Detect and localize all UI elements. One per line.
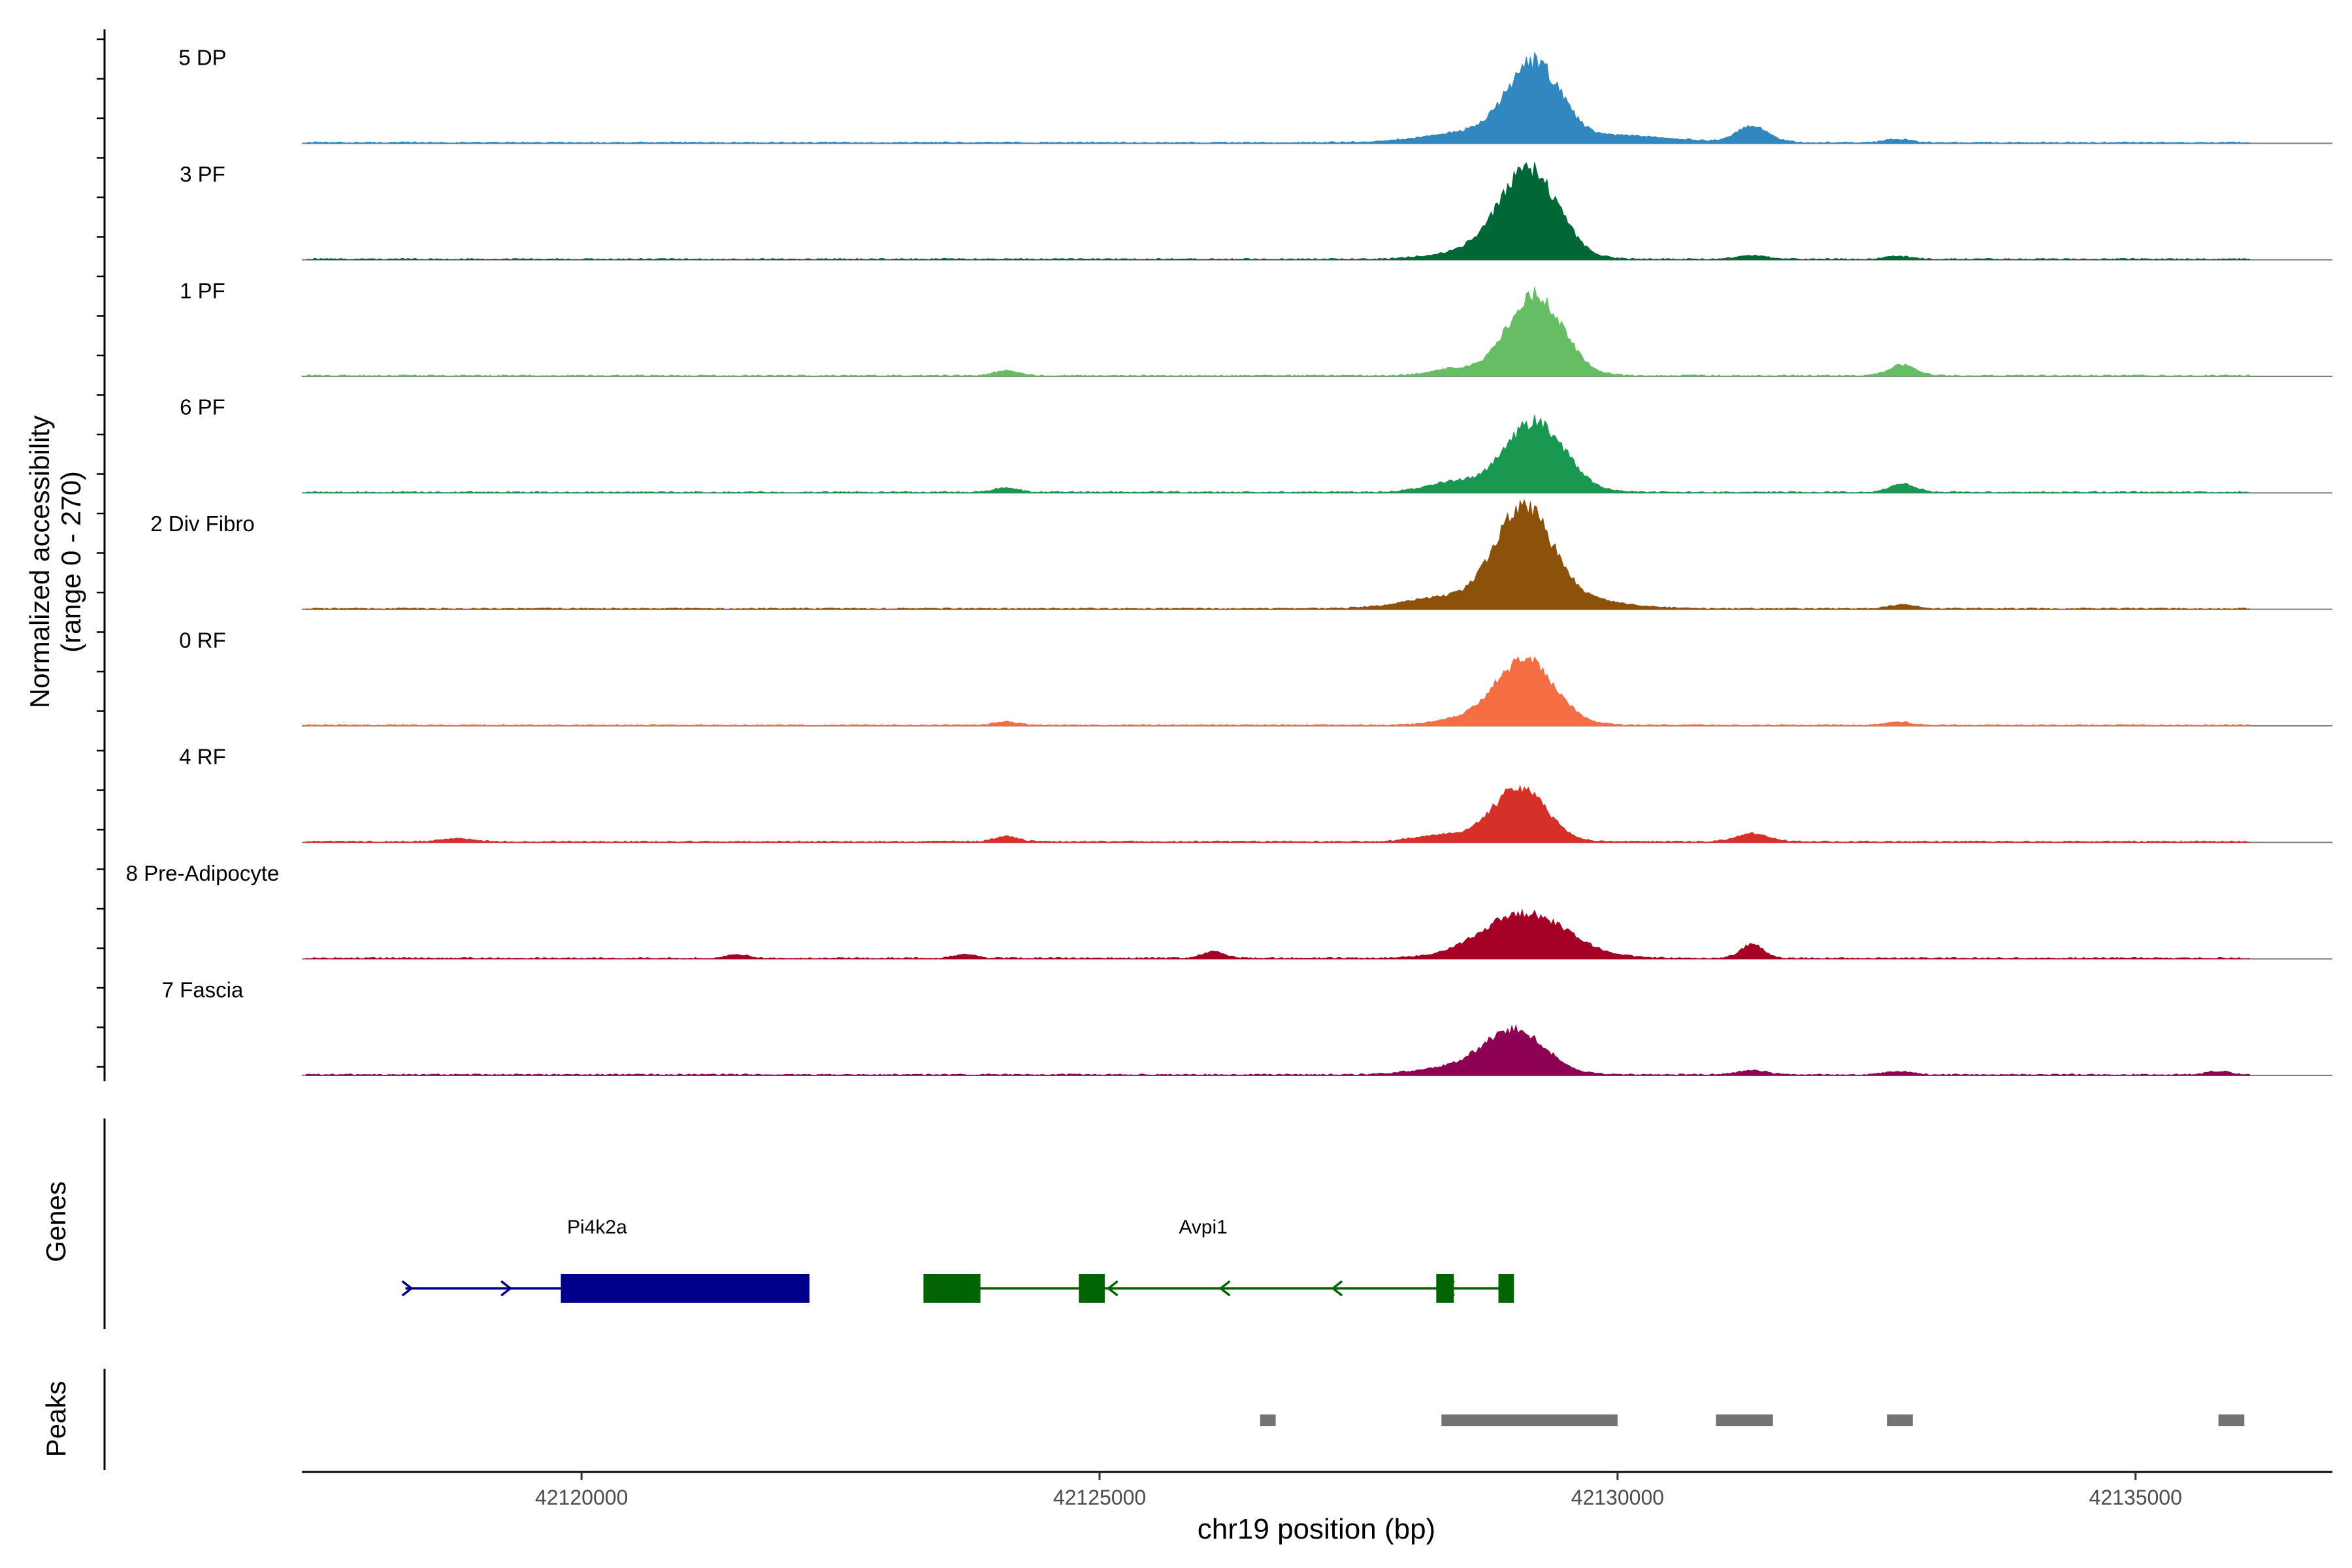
x-axis-title: chr19 position (bp)	[1198, 1513, 1435, 1545]
coverage-track: 1 PF	[180, 278, 2332, 377]
gene-label: Avpi1	[1179, 1217, 1228, 1238]
peak-region	[2218, 1414, 2245, 1426]
coverage-track: 7 Fascia	[162, 977, 2332, 1076]
peak-region	[1260, 1414, 1276, 1426]
coverage-area	[305, 286, 2250, 377]
coverage-area	[305, 908, 2250, 960]
gene-pi4k2a: Pi4k2a	[401, 1217, 809, 1303]
track-label: 1 PF	[180, 278, 225, 302]
peak-region	[1716, 1414, 1773, 1426]
gene-exon	[923, 1274, 981, 1303]
coverage-track: 6 PF	[180, 395, 2332, 494]
strand-arrow-icon	[401, 1280, 414, 1297]
coverage-track: 4 RF	[179, 745, 2332, 843]
coverage-track: 2 Div Fibro	[150, 498, 2332, 610]
y-axis-title-line2: (range 0 - 270)	[56, 471, 86, 653]
coverage-tracks: 5 DP 3 PF 1 PF 6 PF 2 Div Fibro 0 RF 4 RF 8 Pre…	[126, 46, 2332, 1076]
gene-annotation-track: Pi4k2a Avpi1	[401, 1217, 1514, 1303]
x-tick-label: 42120000	[535, 1486, 628, 1509]
track-label: 2 Div Fibro	[150, 512, 255, 536]
track-label: 7 Fascia	[162, 977, 244, 1002]
gene-avpi1: Avpi1	[923, 1217, 1514, 1303]
coverage-area	[305, 414, 2250, 493]
coverage-track: 3 PF	[180, 162, 2332, 261]
coverage-area	[305, 1024, 2250, 1076]
genes-title: Genes	[41, 1181, 71, 1262]
coverage-y-axis-ticks	[97, 38, 105, 1068]
y-axis-title-line1: Normalized accessibility	[24, 416, 55, 708]
x-tick-label: 42130000	[1571, 1486, 1664, 1509]
x-axis-ticks: 42120000 42125000 42130000 42135000	[535, 1472, 2182, 1509]
coverage-area	[305, 51, 2250, 144]
peak-region	[1441, 1414, 1618, 1426]
peak-regions-track	[1260, 1414, 2245, 1426]
track-label: 8 Pre-Adipocyte	[126, 861, 280, 885]
strand-arrow-icon	[1218, 1280, 1231, 1297]
gene-exon	[1436, 1274, 1454, 1303]
x-tick-label: 42135000	[2089, 1486, 2182, 1509]
track-label: 3 PF	[180, 162, 225, 186]
x-tick-label: 42125000	[1053, 1486, 1146, 1509]
gene-exon	[1498, 1274, 1514, 1303]
peak-region	[1887, 1414, 1913, 1426]
coverage-track: 8 Pre-Adipocyte	[126, 861, 2332, 960]
strand-arrow-icon	[500, 1280, 513, 1297]
y-axis-title: Normalized accessibility (range 0 - 270)	[24, 416, 86, 708]
gene-exon	[1079, 1274, 1105, 1303]
track-label: 0 RF	[179, 628, 226, 652]
coverage-area	[305, 656, 2250, 727]
coverage-track: 0 RF	[179, 628, 2332, 727]
strand-arrow-icon	[1331, 1280, 1343, 1297]
coverage-area	[305, 498, 2250, 610]
coverage-area	[305, 162, 2250, 261]
track-label: 6 PF	[180, 395, 225, 419]
gene-label: Pi4k2a	[567, 1217, 627, 1238]
peaks-title: Peaks	[41, 1381, 71, 1458]
gene-exon	[561, 1274, 809, 1303]
coverage-track: 5 DP	[178, 46, 2332, 144]
strand-arrow-icon	[1106, 1280, 1119, 1297]
track-label: 4 RF	[179, 745, 226, 769]
coverage-area	[305, 785, 2251, 843]
track-label: 5 DP	[178, 46, 226, 70]
